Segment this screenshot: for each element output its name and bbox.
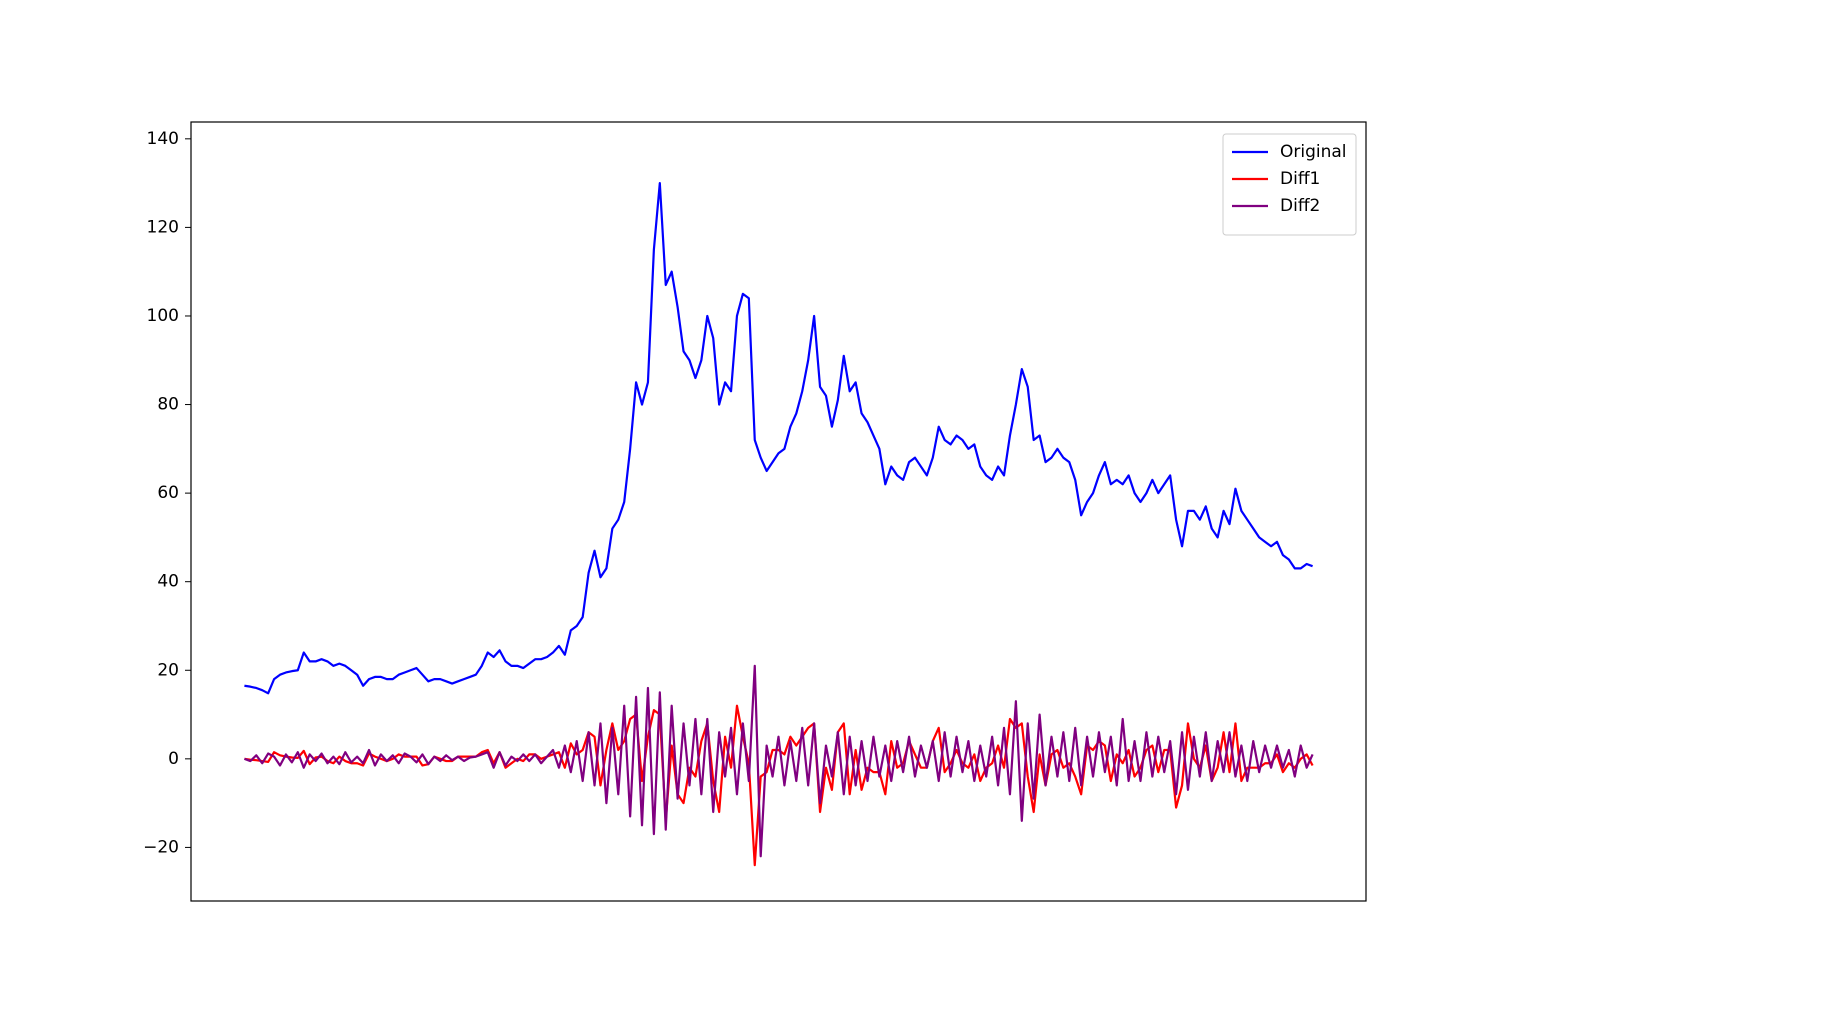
legend-label: Original xyxy=(1280,142,1347,162)
axes-frame xyxy=(190,121,1367,902)
y-tick-label: 20 xyxy=(157,660,179,680)
y-tick-label: 140 xyxy=(147,129,179,149)
data-line xyxy=(244,182,1313,695)
data-line xyxy=(244,664,1314,858)
y-tick-label: −20 xyxy=(143,837,179,857)
y-tick-label: 40 xyxy=(157,572,179,592)
data-line xyxy=(244,704,1314,867)
legend-box xyxy=(1222,133,1357,236)
y-tick-label: 100 xyxy=(147,306,179,326)
y-tick-label: 120 xyxy=(147,217,179,237)
y-tick-label: 0 xyxy=(168,749,179,769)
legend-label: Diff2 xyxy=(1280,196,1320,216)
y-tick-label: 60 xyxy=(157,483,179,503)
legend-label: Diff1 xyxy=(1280,169,1320,189)
y-tick-label: 80 xyxy=(157,395,179,415)
